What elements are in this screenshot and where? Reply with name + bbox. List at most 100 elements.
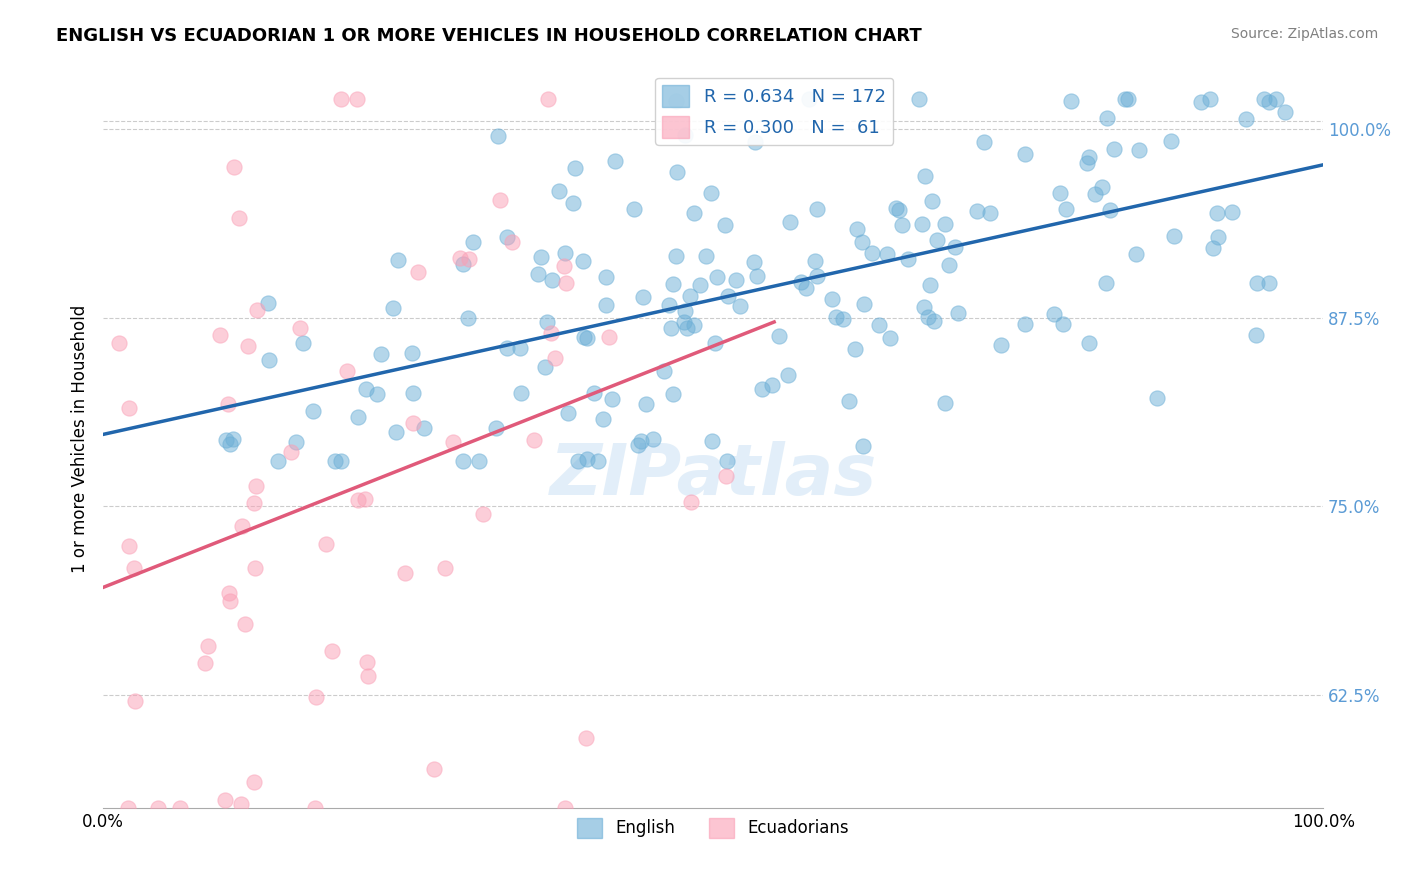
Point — [354, 382, 377, 396]
Point — [990, 338, 1012, 352]
Point — [884, 201, 907, 215]
Point — [717, 289, 740, 303]
Point — [401, 346, 423, 360]
Point — [323, 454, 346, 468]
Point — [530, 250, 553, 264]
Point — [700, 434, 723, 449]
Point — [1095, 276, 1118, 290]
Point — [347, 410, 370, 425]
Text: Source: ZipAtlas.com: Source: ZipAtlas.com — [1230, 27, 1378, 41]
Point — [406, 265, 429, 279]
Point — [806, 268, 828, 283]
Point — [208, 327, 231, 342]
Point — [1199, 92, 1222, 106]
Point — [592, 412, 614, 426]
Point — [751, 382, 773, 396]
Point — [441, 435, 464, 450]
Point — [934, 396, 956, 410]
Point — [631, 290, 654, 304]
Point — [413, 420, 436, 434]
Point — [911, 217, 934, 231]
Point — [742, 254, 765, 268]
Point — [641, 432, 664, 446]
Point — [761, 377, 783, 392]
Point — [572, 330, 595, 344]
Point — [673, 128, 696, 142]
Point — [806, 202, 828, 216]
Point — [824, 310, 846, 324]
Point — [194, 656, 217, 670]
Point — [245, 479, 267, 493]
Point — [346, 92, 368, 106]
Point — [600, 392, 623, 406]
Point — [554, 801, 576, 815]
Point — [1095, 112, 1118, 126]
Point — [845, 221, 868, 235]
Point — [1056, 202, 1078, 216]
Point — [285, 434, 308, 449]
Point — [541, 272, 564, 286]
Point — [218, 594, 240, 608]
Point — [714, 218, 737, 232]
Point — [1102, 142, 1125, 156]
Point — [860, 246, 883, 260]
Point — [1125, 247, 1147, 261]
Point — [537, 92, 560, 106]
Point — [1091, 180, 1114, 194]
Point — [217, 397, 239, 411]
Point — [124, 693, 146, 707]
Point — [385, 425, 408, 440]
Point — [1078, 150, 1101, 164]
Point — [496, 230, 519, 244]
Point — [321, 644, 343, 658]
Point — [117, 539, 139, 553]
Point — [920, 278, 942, 293]
Point — [457, 311, 479, 326]
Point — [804, 254, 827, 268]
Point — [1189, 95, 1212, 109]
Point — [630, 434, 652, 449]
Point — [394, 566, 416, 581]
Point — [879, 331, 901, 345]
Point — [662, 387, 685, 401]
Point — [576, 331, 599, 345]
Point — [917, 310, 939, 324]
Point — [219, 437, 242, 451]
Point — [665, 165, 688, 179]
Point — [890, 219, 912, 233]
Point — [214, 793, 236, 807]
Point — [315, 537, 337, 551]
Point — [716, 454, 738, 468]
Point — [523, 433, 546, 447]
Point — [218, 586, 240, 600]
Point — [586, 454, 609, 468]
Point — [876, 247, 898, 261]
Point — [728, 299, 751, 313]
Point — [117, 801, 139, 815]
Point — [1202, 241, 1225, 255]
Point — [169, 801, 191, 815]
Point — [634, 397, 657, 411]
Point — [889, 203, 911, 218]
Point — [510, 385, 533, 400]
Point — [527, 267, 550, 281]
Point — [973, 136, 995, 150]
Point — [768, 329, 790, 343]
Point — [1114, 92, 1136, 106]
Point — [335, 364, 357, 378]
Point — [1163, 229, 1185, 244]
Point — [557, 406, 579, 420]
Point — [778, 368, 800, 382]
Point — [553, 259, 575, 273]
Point — [231, 519, 253, 533]
Point — [246, 302, 269, 317]
Point — [243, 495, 266, 509]
Point — [575, 731, 598, 746]
Point — [468, 454, 491, 468]
Point — [496, 341, 519, 355]
Point — [1253, 92, 1275, 106]
Text: ENGLISH VS ECUADORIAN 1 OR MORE VEHICLES IN HOUSEHOLD CORRELATION CHART: ENGLISH VS ECUADORIAN 1 OR MORE VEHICLES… — [56, 27, 922, 45]
Point — [1084, 186, 1107, 201]
Point — [233, 616, 256, 631]
Point — [458, 252, 481, 267]
